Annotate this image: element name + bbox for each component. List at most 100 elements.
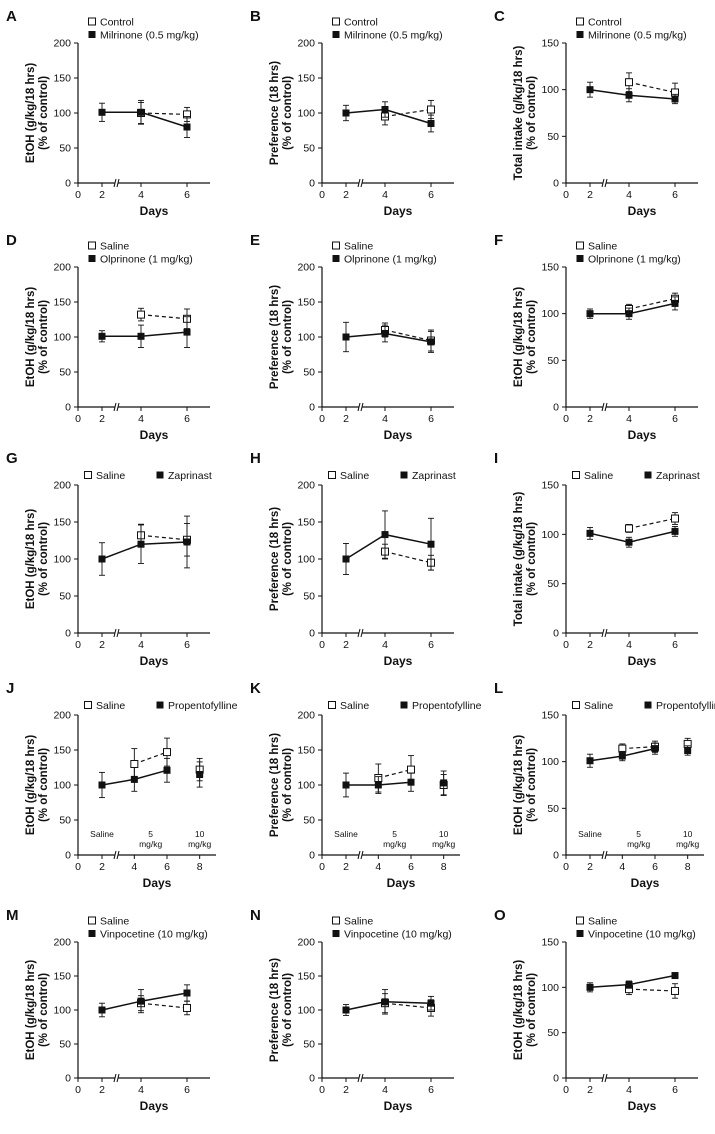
- legend-label: Saline: [100, 241, 129, 253]
- y-tick-label: 0: [65, 402, 71, 414]
- x-tick-label: 0: [563, 189, 569, 201]
- x-axis-label: Days: [140, 204, 169, 218]
- dose-label: mg/kg: [676, 839, 699, 849]
- legend-label: Saline: [584, 470, 613, 482]
- dose-label: 5: [148, 829, 153, 839]
- legend-marker-open: [88, 241, 96, 250]
- data-point-filled: [671, 95, 679, 103]
- axis-break-mark: [604, 178, 608, 188]
- data-point-filled: [381, 531, 389, 539]
- y-tick-label: 100: [541, 529, 559, 541]
- x-tick-label: 2: [99, 189, 105, 201]
- dose-label: Saline: [334, 829, 358, 839]
- y-tick-label: 200: [297, 262, 315, 274]
- series-line: [378, 769, 412, 779]
- data-point-filled: [196, 771, 204, 778]
- legend-label: Propentofylline: [656, 700, 715, 712]
- y-tick-label: 50: [547, 803, 559, 815]
- axis-break-mark: [604, 402, 608, 412]
- x-tick-label: 4: [138, 639, 144, 651]
- y-axis-label-line2: (% of control): [282, 76, 294, 150]
- axis-break-mark: [601, 850, 605, 860]
- y-tick-label: 50: [303, 1039, 315, 1051]
- data-point-open: [163, 748, 171, 757]
- data-point-filled: [98, 555, 106, 563]
- legend-marker-open: [332, 241, 340, 250]
- y-tick-label: 100: [541, 308, 559, 320]
- data-point-filled: [671, 527, 679, 535]
- panel-j: J 0 50 100 150 200 0 2 4 6 8 Days EtOH (g/kg/18 hrs)…: [6, 680, 238, 890]
- legend-marker-filled: [88, 255, 96, 262]
- y-tick-label: 200: [53, 38, 71, 50]
- y-axis-label-line2: (% of control): [526, 300, 538, 374]
- legend-label: Zaprinast: [412, 470, 456, 482]
- x-tick-label: 4: [131, 861, 137, 873]
- dose-label: mg/kg: [139, 839, 162, 849]
- dose-label: 10: [683, 829, 693, 839]
- y-tick-label: 100: [53, 554, 71, 566]
- series-line: [134, 751, 168, 765]
- y-axis-label-line1: Preference (18 hrs): [269, 61, 281, 165]
- data-point-filled: [586, 757, 594, 765]
- x-tick-label: 4: [626, 1084, 632, 1096]
- series-line: [622, 746, 656, 750]
- legend-label: Saline: [100, 916, 129, 928]
- x-tick-label: 2: [343, 413, 349, 425]
- y-tick-label: 100: [541, 84, 559, 96]
- x-axis-label: Days: [628, 654, 657, 668]
- series-line: [628, 988, 676, 992]
- legend-marker-filled: [644, 701, 652, 709]
- series-line: [140, 1002, 188, 1009]
- dose-label: 5: [636, 829, 641, 839]
- legend-marker-filled: [400, 471, 408, 479]
- axis-break-mark: [604, 850, 608, 860]
- dose-label: mg/kg: [627, 839, 650, 849]
- y-tick-label: 200: [53, 262, 71, 274]
- data-point-filled: [374, 781, 382, 789]
- legend-label: Milrinone (0.5 mg/kg): [100, 30, 199, 42]
- legend-marker-filled: [332, 930, 340, 937]
- x-tick-label: 0: [563, 413, 569, 425]
- panel-letter: G: [6, 450, 18, 467]
- legend-marker-filled: [644, 471, 652, 479]
- data-point-filled: [407, 778, 415, 786]
- data-point-filled: [342, 333, 350, 341]
- data-point-open: [625, 78, 633, 87]
- x-tick-label: 4: [619, 861, 625, 873]
- y-tick-label: 0: [65, 628, 71, 640]
- y-tick-label: 50: [59, 367, 71, 379]
- legend-marker-filled: [576, 31, 584, 38]
- series-line: [628, 81, 676, 94]
- x-axis-label: Days: [384, 1099, 413, 1113]
- panel-letter: F: [494, 232, 503, 249]
- x-axis-label: Days: [384, 428, 413, 442]
- x-tick-label: 6: [672, 413, 678, 425]
- data-point-filled: [586, 310, 594, 318]
- x-tick-label: 0: [563, 861, 569, 873]
- data-point-filled: [98, 332, 106, 340]
- legend-marker-open: [576, 241, 584, 250]
- data-point-filled: [684, 746, 692, 754]
- data-point-filled: [130, 775, 138, 783]
- x-tick-label: 6: [428, 1084, 434, 1096]
- legend-label: Vinpocetine (10 mg/kg): [100, 929, 208, 941]
- x-tick-label: 2: [587, 189, 593, 201]
- legend-label: Zaprinast: [656, 470, 700, 482]
- panel-g: G 0 50 100 150 200 0 2 4 6 Days EtOH (g/kg/18 hrs)(…: [6, 450, 212, 668]
- y-tick-label: 50: [547, 578, 559, 590]
- x-tick-label: 0: [75, 639, 81, 651]
- y-axis-label-line2: (% of control): [526, 522, 538, 596]
- y-tick-label: 50: [547, 355, 559, 367]
- axis-break-mark: [604, 1073, 608, 1083]
- y-axis-label-line1: EtOH (g/kg/18 hrs): [25, 735, 37, 835]
- axis-break-mark: [357, 402, 361, 412]
- axis-break-mark: [113, 1073, 117, 1083]
- x-tick-label: 2: [343, 639, 349, 651]
- y-tick-label: 100: [297, 554, 315, 566]
- y-tick-label: 200: [53, 937, 71, 949]
- axis-break-mark: [601, 178, 605, 188]
- y-tick-label: 150: [53, 517, 71, 529]
- x-tick-label: 6: [408, 861, 414, 873]
- axis-break-mark: [357, 628, 361, 638]
- x-tick-label: 6: [672, 639, 678, 651]
